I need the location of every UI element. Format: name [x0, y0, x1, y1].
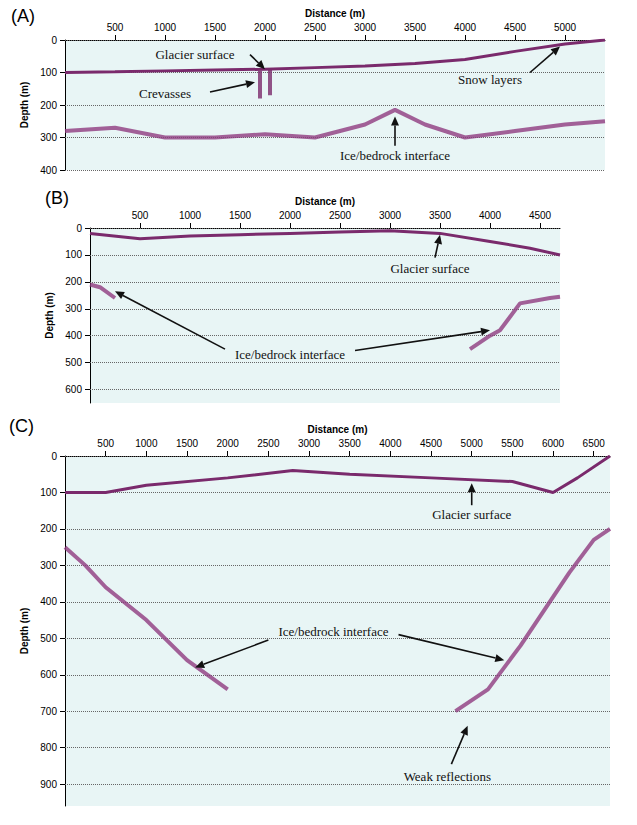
svg-text:3000: 3000: [298, 438, 321, 449]
svg-text:900: 900: [40, 779, 57, 790]
svg-text:2000: 2000: [217, 438, 240, 449]
svg-text:300: 300: [40, 132, 57, 143]
svg-text:1000: 1000: [179, 210, 202, 221]
svg-text:Snow layers: Snow layers: [458, 72, 522, 87]
svg-text:6000: 6000: [542, 438, 565, 449]
svg-text:500: 500: [65, 357, 82, 368]
svg-text:1500: 1500: [204, 22, 227, 33]
svg-text:Ice/bedrock interface: Ice/bedrock interface: [340, 148, 450, 163]
svg-text:400: 400: [65, 330, 82, 341]
svg-text:4000: 4000: [479, 210, 502, 221]
svg-text:Distance (m): Distance (m): [295, 196, 355, 207]
svg-text:2500: 2500: [257, 438, 280, 449]
svg-text:1000: 1000: [154, 22, 177, 33]
svg-text:Depth (m): Depth (m): [44, 292, 55, 339]
svg-text:400: 400: [40, 165, 57, 176]
svg-text:Distance (m): Distance (m): [305, 8, 365, 19]
svg-text:5500: 5500: [501, 438, 524, 449]
svg-text:0: 0: [51, 451, 57, 462]
svg-text:2000: 2000: [254, 22, 277, 33]
svg-text:Crevasses: Crevasses: [139, 86, 191, 101]
svg-text:500: 500: [107, 22, 124, 33]
svg-text:500: 500: [132, 210, 149, 221]
svg-text:400: 400: [40, 596, 57, 607]
svg-text:5000: 5000: [554, 22, 577, 33]
svg-text:Glacier surface: Glacier surface: [432, 507, 511, 522]
svg-text:100: 100: [40, 67, 57, 78]
svg-text:5000: 5000: [461, 438, 484, 449]
svg-text:700: 700: [40, 706, 57, 717]
svg-text:600: 600: [65, 384, 82, 395]
svg-text:0: 0: [51, 35, 57, 46]
svg-text:2500: 2500: [304, 22, 327, 33]
svg-text:3000: 3000: [379, 210, 402, 221]
svg-text:Depth (m): Depth (m): [19, 608, 30, 655]
svg-text:3500: 3500: [339, 438, 362, 449]
svg-text:6500: 6500: [583, 438, 606, 449]
svg-text:4500: 4500: [529, 210, 552, 221]
svg-text:0: 0: [76, 223, 82, 234]
svg-text:200: 200: [40, 523, 57, 534]
svg-text:Glacier surface: Glacier surface: [390, 261, 469, 276]
svg-text:600: 600: [40, 669, 57, 680]
svg-text:500: 500: [97, 438, 114, 449]
svg-text:(A): (A): [11, 6, 35, 26]
svg-text:Ice/bedrock interface: Ice/bedrock interface: [235, 347, 345, 362]
svg-text:(C): (C): [9, 416, 34, 436]
svg-text:Weak reflections: Weak reflections: [404, 769, 491, 784]
svg-text:1500: 1500: [176, 438, 199, 449]
svg-text:4500: 4500: [504, 22, 527, 33]
svg-text:100: 100: [40, 487, 57, 498]
svg-text:(B): (B): [45, 188, 69, 208]
svg-text:3500: 3500: [404, 22, 427, 33]
svg-text:Ice/bedrock interface: Ice/bedrock interface: [278, 624, 388, 639]
svg-text:100: 100: [65, 249, 82, 260]
svg-text:200: 200: [65, 276, 82, 287]
svg-text:2500: 2500: [329, 210, 352, 221]
svg-text:1500: 1500: [229, 210, 252, 221]
svg-text:4000: 4000: [454, 22, 477, 33]
svg-text:200: 200: [40, 100, 57, 111]
svg-text:3000: 3000: [354, 22, 377, 33]
svg-text:3500: 3500: [429, 210, 452, 221]
svg-text:300: 300: [65, 303, 82, 314]
svg-text:Distance (m): Distance (m): [307, 424, 367, 435]
svg-text:Glacier surface: Glacier surface: [155, 47, 234, 62]
svg-text:1000: 1000: [135, 438, 158, 449]
svg-text:4000: 4000: [379, 438, 402, 449]
svg-text:500: 500: [40, 633, 57, 644]
svg-text:Depth (m): Depth (m): [19, 82, 30, 129]
svg-text:300: 300: [40, 560, 57, 571]
svg-text:800: 800: [40, 742, 57, 753]
svg-text:2000: 2000: [279, 210, 302, 221]
svg-text:4500: 4500: [420, 438, 443, 449]
